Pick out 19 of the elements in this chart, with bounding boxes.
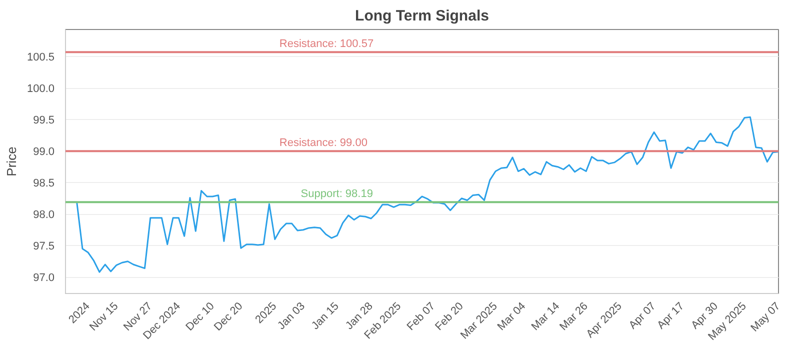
ref-line-label: Support: 98.19 <box>300 188 373 200</box>
ref-line-label: Resistance: 99.00 <box>279 137 368 150</box>
y-tick-label: 97.0 <box>33 272 55 284</box>
y-tick-label: 100.5 <box>26 52 55 64</box>
y-axis-title: Price <box>4 146 19 176</box>
x-tick-label: Dec 20 <box>212 300 246 334</box>
chart-title: Long Term Signals <box>355 8 489 24</box>
x-tick-label: Jan 03 <box>276 300 308 332</box>
x-tick-label: May 07 <box>748 300 783 334</box>
y-tick-label: 98.0 <box>33 209 55 222</box>
y-tick-label: 99.5 <box>33 114 55 127</box>
y-tick-label: 99.0 <box>33 146 55 158</box>
y-tick-label: 98.5 <box>33 178 55 190</box>
x-tick-label: Nov 15 <box>88 300 121 334</box>
y-tick-label: 97.5 <box>33 240 55 253</box>
x-tick-label: Jan 15 <box>310 300 342 332</box>
ref-line-label: Resistance: 100.57 <box>279 38 374 50</box>
y-tick-label: 100.0 <box>26 83 55 96</box>
x-tick-label: Mar 04 <box>495 300 528 333</box>
